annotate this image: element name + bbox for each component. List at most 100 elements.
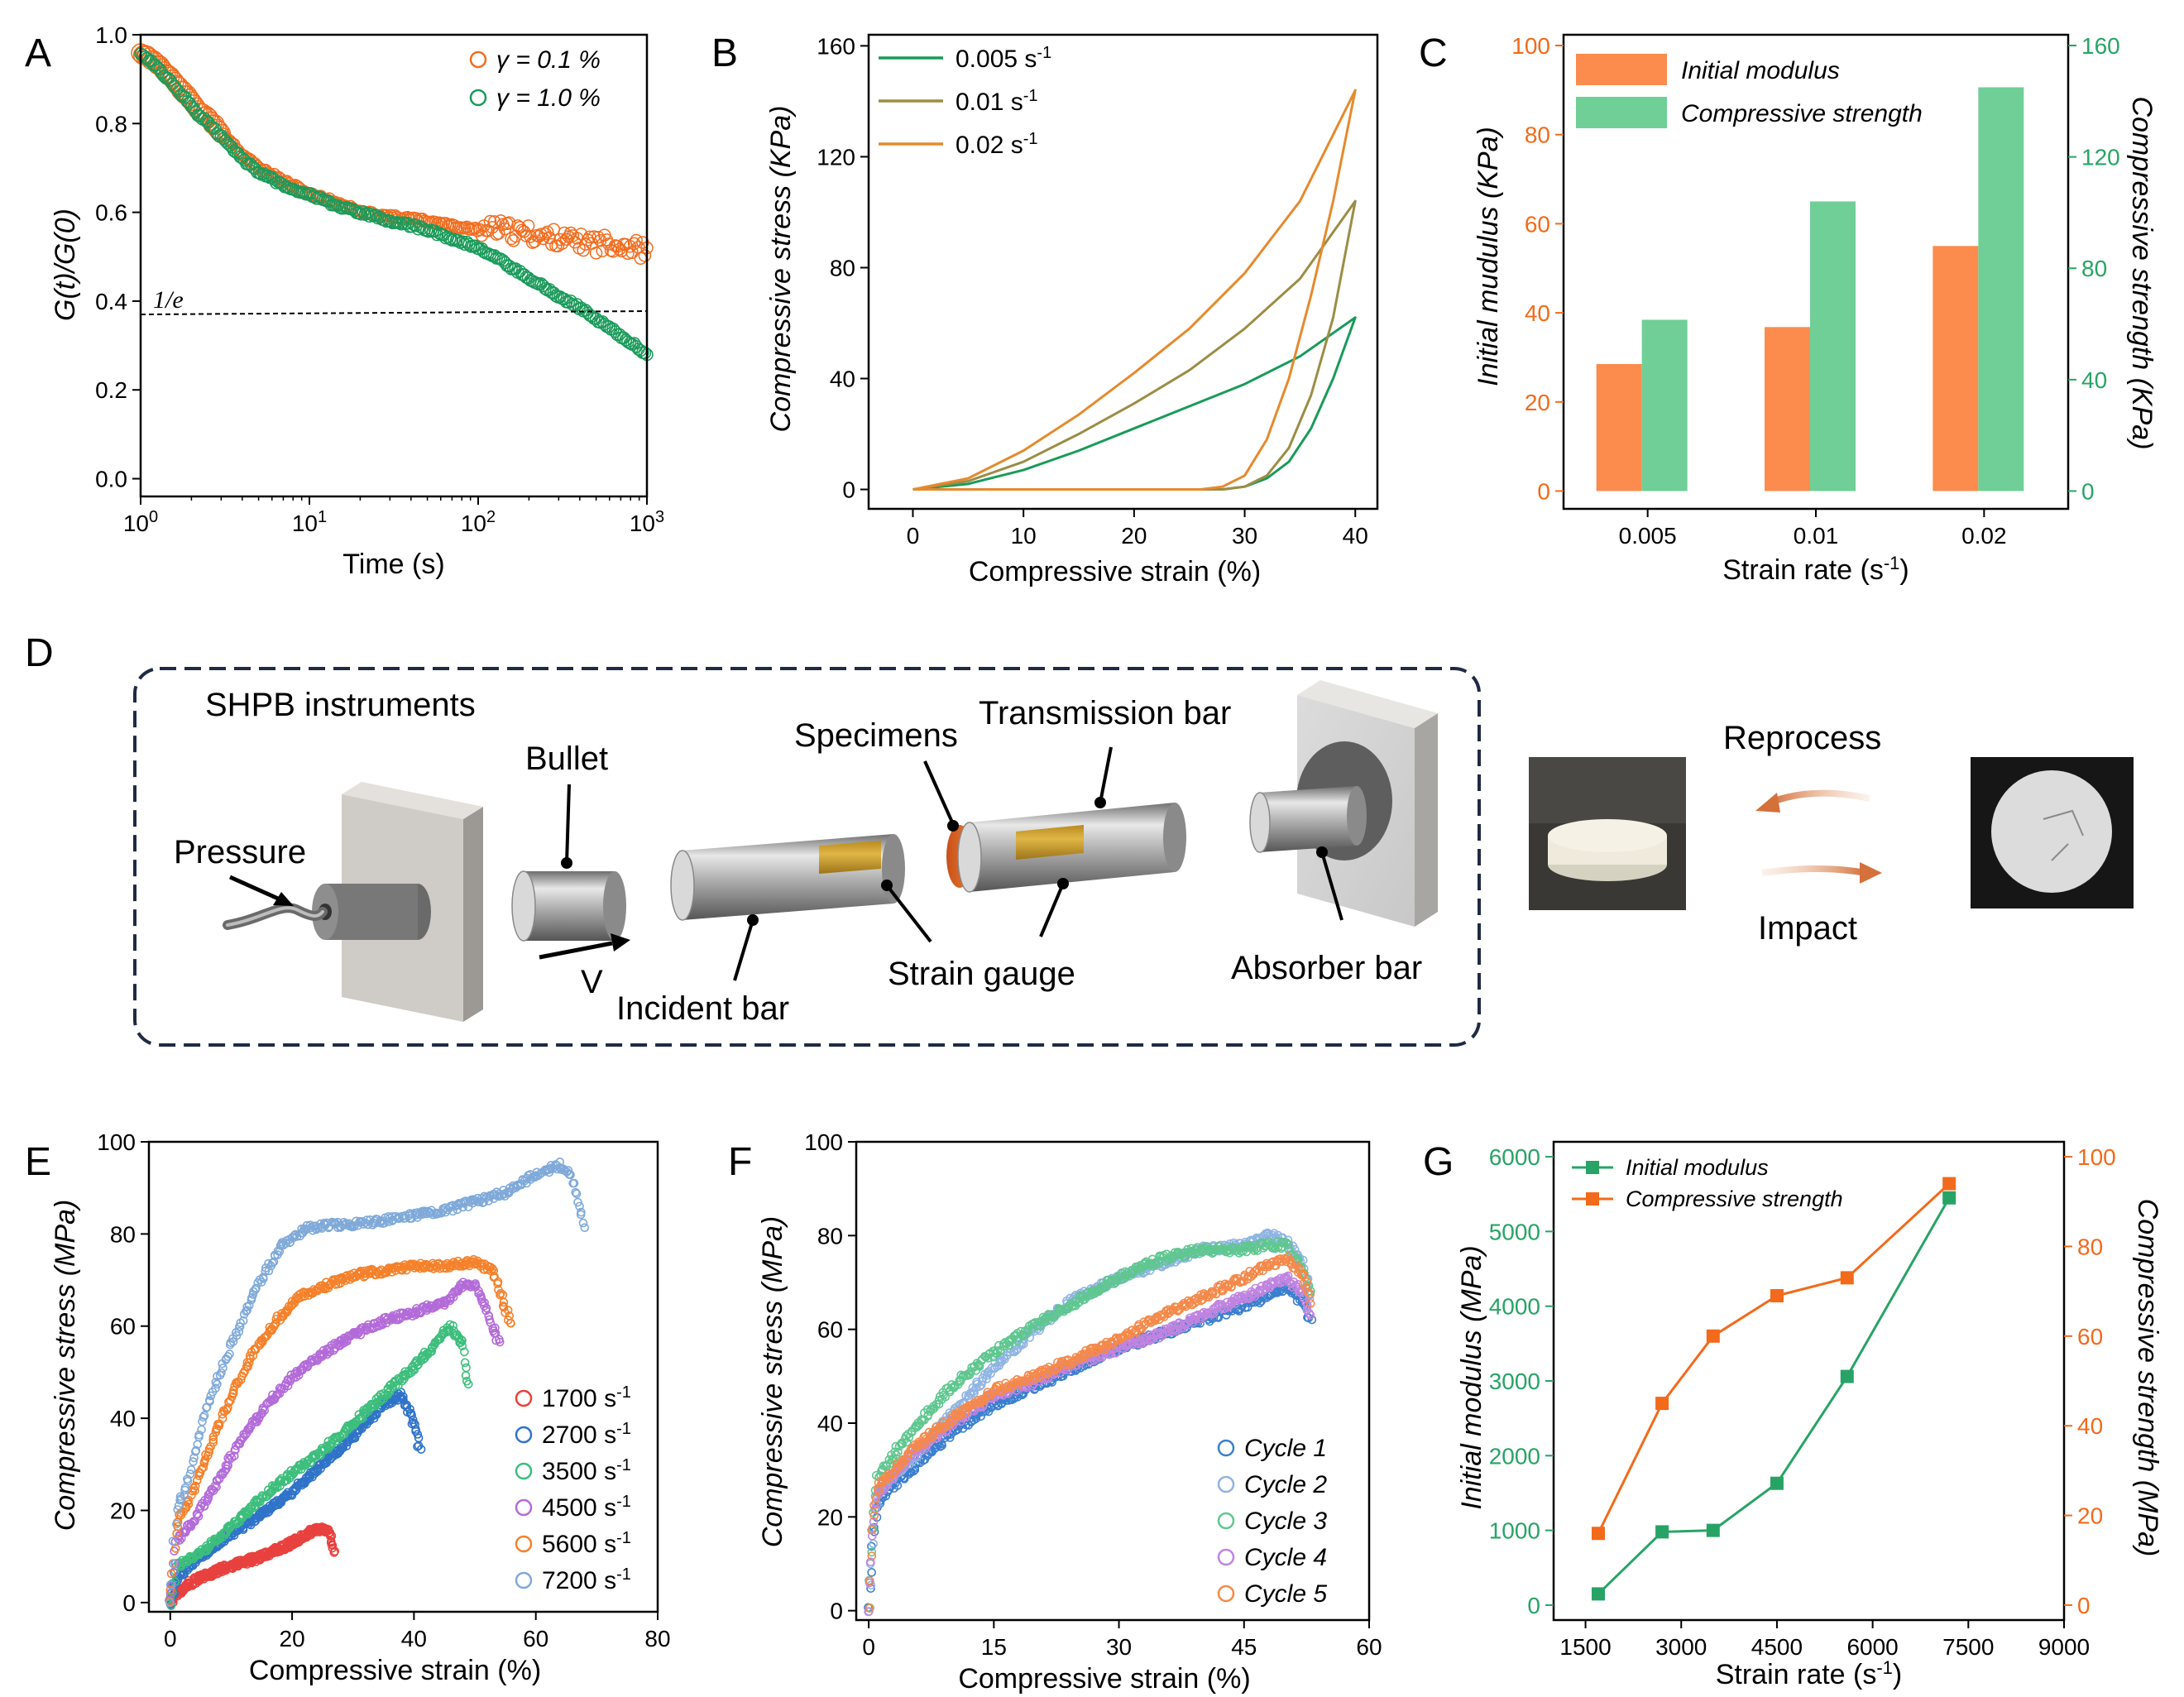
- data-point: [592, 230, 605, 244]
- y-tick-label: 2000: [1489, 1443, 1540, 1469]
- data-point-compressive-strength: [1591, 1527, 1605, 1541]
- series-line-2: [912, 199, 1357, 491]
- data-point: [205, 1397, 214, 1407]
- bar-initial-modulus: [1765, 327, 1810, 491]
- data-point: [252, 166, 266, 180]
- data-point: [165, 1585, 175, 1595]
- y-axis-label: G(t)/G(0): [50, 209, 81, 321]
- velocity-label: V: [581, 964, 603, 1000]
- data-point: [365, 208, 378, 221]
- data-point: [225, 1450, 235, 1460]
- x-tick-label: 0: [907, 523, 920, 549]
- legend-label: Initial modulus: [1626, 1155, 1769, 1180]
- data-point: [555, 237, 569, 250]
- data-point: [422, 224, 436, 238]
- y-axis-label-left: Initial mudulus (KPa): [1473, 127, 1504, 386]
- x-axis-label: Time (s): [342, 549, 444, 580]
- data-point: [243, 1362, 252, 1372]
- y-tick-label: 0.6: [95, 200, 127, 226]
- data-point: [867, 1568, 876, 1577]
- data-point: [199, 1411, 209, 1421]
- legend-marker: [515, 1389, 533, 1407]
- data-point-initial-modulus: [1942, 1191, 1956, 1205]
- data-point: [246, 1422, 256, 1431]
- legend-label: 0.01 s-1: [956, 87, 1038, 116]
- data-point: [544, 1165, 553, 1174]
- data-point: [185, 1469, 195, 1479]
- data-point: [172, 1519, 181, 1529]
- y-tick-label: 80: [2081, 256, 2107, 281]
- absorber-pointer-dot: [1316, 846, 1328, 858]
- data-point: [539, 227, 552, 241]
- data-point-compressive-strength: [1840, 1271, 1854, 1285]
- legend-marker: [1217, 1548, 1235, 1566]
- data-point: [234, 1327, 244, 1336]
- data-point: [330, 1546, 340, 1556]
- y-tick-label: 0: [2077, 1593, 2091, 1618]
- data-point: [257, 1408, 267, 1418]
- data-point: [623, 337, 637, 350]
- data-point: [539, 282, 552, 295]
- incident-bar-pointer: [733, 919, 754, 981]
- data-point: [197, 1465, 207, 1474]
- y-tick-label: 100: [1511, 33, 1550, 59]
- data-point: [212, 1482, 221, 1492]
- data-point: [494, 214, 508, 228]
- data-point: [230, 1451, 239, 1460]
- y-axis-label-left: Initial modulus (MPa): [1456, 1245, 1487, 1509]
- data-point: [480, 1298, 489, 1307]
- x-tick-label: 15: [981, 1634, 1007, 1660]
- data-point: [233, 150, 247, 164]
- data-point: [312, 1225, 321, 1234]
- data-point: [460, 1347, 469, 1357]
- legend-marker: [515, 1571, 533, 1589]
- transmission-bar: [957, 803, 1186, 893]
- legend-marker: [1576, 54, 1667, 85]
- shpb-diagram: SHPB instruments Pressure Bullet V: [133, 667, 2134, 1047]
- data-point: [596, 244, 609, 257]
- data-point: [183, 1521, 192, 1530]
- absorber-bar-label: Absorber bar: [1231, 950, 1422, 986]
- legend-label: 0.02 s-1: [956, 130, 1038, 159]
- y-tick-label: 100: [804, 1129, 843, 1155]
- data-point: [502, 216, 516, 229]
- y-tick-label: 100: [97, 1129, 136, 1155]
- data-point: [280, 175, 294, 188]
- strain-gauge-pointer-dot: [881, 880, 893, 891]
- data-point: [168, 1536, 178, 1546]
- x-tick-label: 45: [1231, 1634, 1257, 1660]
- bullet-label: Bullet: [525, 741, 608, 777]
- legend-label: Cycle 4: [1244, 1544, 1327, 1571]
- plot-frame: [147, 1140, 659, 1613]
- data-point: [304, 1474, 314, 1484]
- data-point: [484, 1196, 493, 1206]
- data-point-compressive-strength: [1706, 1329, 1720, 1343]
- strain-gauge-pointer-2-dot: [1057, 878, 1069, 889]
- data-point: [229, 1386, 238, 1395]
- series-3: [165, 1320, 473, 1611]
- legend-marker: [515, 1535, 533, 1553]
- y-tick-label: 20: [2077, 1503, 2103, 1529]
- data-point: [401, 1262, 411, 1271]
- data-point: [267, 167, 281, 181]
- y-tick-label: 80: [1525, 122, 1550, 148]
- legend-label: 0.005 s-1: [956, 44, 1051, 73]
- x-tick-label: 3000: [1655, 1634, 1707, 1660]
- x-tick-label: 0: [862, 1634, 875, 1660]
- data-point: [580, 1223, 590, 1233]
- data-point: [212, 1424, 222, 1433]
- legend-marker: [469, 89, 487, 107]
- data-point: [204, 1450, 213, 1460]
- series-line-initial-modulus: [1597, 1196, 1951, 1595]
- series-4: [165, 1278, 505, 1605]
- data-point: [471, 224, 484, 237]
- data-point: [217, 1368, 226, 1378]
- legend-label: Initial modulus: [1681, 57, 1840, 84]
- data-point: [571, 1187, 581, 1197]
- specimen-photo-fractured: [1971, 757, 2134, 908]
- strain-gauge-label: Strain gauge: [888, 956, 1075, 992]
- data-point: [204, 1493, 213, 1502]
- y-tick-label: 120: [817, 144, 855, 170]
- data-point: [499, 1297, 509, 1307]
- data-point: [199, 1463, 208, 1472]
